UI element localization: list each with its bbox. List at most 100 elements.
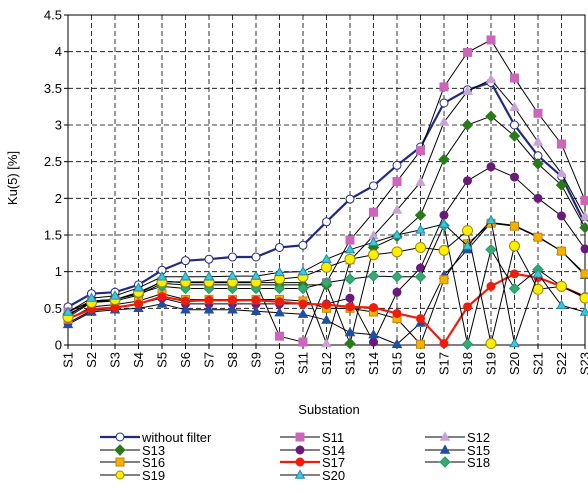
data-point bbox=[439, 339, 449, 349]
data-point bbox=[157, 292, 167, 302]
data-point bbox=[273, 282, 286, 295]
data-point bbox=[508, 130, 521, 142]
data-point bbox=[508, 282, 521, 295]
data-point bbox=[297, 308, 309, 318]
x-axis-label: Substation bbox=[298, 402, 359, 417]
data-point bbox=[204, 254, 214, 264]
legend-label: S20 bbox=[322, 468, 345, 483]
data-point bbox=[461, 338, 474, 350]
data-point bbox=[203, 304, 215, 314]
data-point bbox=[369, 181, 378, 191]
data-point bbox=[556, 167, 567, 178]
data-point bbox=[510, 269, 519, 279]
data-point bbox=[156, 271, 168, 281]
data-point bbox=[251, 252, 261, 262]
data-point bbox=[298, 240, 308, 250]
legend-entry: S13 bbox=[100, 443, 165, 458]
data-point bbox=[438, 218, 450, 228]
data-point bbox=[345, 302, 355, 312]
x-tick-label: S20 bbox=[507, 352, 522, 375]
data-point bbox=[579, 292, 588, 304]
data-point bbox=[275, 242, 284, 252]
data-point bbox=[392, 176, 402, 186]
x-tick-label: S22 bbox=[554, 352, 569, 375]
data-point bbox=[485, 73, 497, 84]
data-point bbox=[509, 337, 520, 348]
data-point bbox=[555, 179, 568, 191]
legend-entry: S12 bbox=[425, 430, 490, 445]
x-tick-label: S16 bbox=[413, 352, 428, 375]
data-point bbox=[416, 314, 425, 324]
series-s13 bbox=[62, 110, 588, 350]
legend-label: S11 bbox=[322, 430, 344, 445]
data-point bbox=[344, 244, 356, 254]
data-point bbox=[533, 108, 543, 118]
data-point bbox=[250, 305, 262, 315]
x-tick-label: S11 bbox=[296, 352, 311, 374]
data-point bbox=[297, 266, 309, 276]
data-point bbox=[321, 253, 332, 263]
legend-label: without filter bbox=[141, 430, 212, 445]
data-point bbox=[438, 244, 450, 256]
data-point bbox=[439, 210, 449, 220]
data-point bbox=[579, 306, 588, 316]
legend-label: S18 bbox=[467, 455, 490, 470]
data-point bbox=[580, 196, 588, 206]
data-point bbox=[556, 299, 567, 310]
legend-entry: without filter bbox=[100, 430, 212, 445]
data-point bbox=[180, 304, 191, 314]
data-point bbox=[251, 295, 261, 305]
legend-marker bbox=[115, 457, 125, 467]
legend-label: S13 bbox=[142, 443, 165, 458]
legend-entry: S14 bbox=[280, 443, 345, 458]
legend-entry: S15 bbox=[425, 443, 490, 458]
series-s19 bbox=[62, 225, 588, 350]
data-point bbox=[462, 225, 473, 237]
data-point bbox=[532, 136, 544, 146]
legend-label: S19 bbox=[142, 468, 165, 483]
data-point bbox=[439, 98, 449, 108]
legend-marker bbox=[114, 444, 126, 456]
legend-label: S12 bbox=[467, 430, 490, 445]
legend: without filter S11 S12 S13 S14 S15 S16 S17 S18 S1… bbox=[100, 430, 490, 483]
data-point bbox=[321, 314, 332, 324]
data-point bbox=[133, 282, 144, 292]
data-point bbox=[391, 229, 403, 239]
data-point bbox=[415, 241, 426, 253]
x-tick-label: S19 bbox=[484, 352, 499, 375]
data-point bbox=[392, 160, 402, 170]
legend-entry: S20 bbox=[280, 468, 345, 483]
data-point bbox=[344, 326, 356, 337]
y-tick-label: 1.5 bbox=[44, 228, 62, 243]
data-point bbox=[580, 244, 588, 254]
data-point bbox=[509, 101, 520, 112]
legend-marker bbox=[294, 469, 306, 479]
data-point bbox=[345, 293, 355, 303]
y-tick-label: 3 bbox=[55, 118, 62, 133]
data-point bbox=[344, 337, 356, 350]
x-tick-label: S9 bbox=[249, 352, 264, 368]
data-point bbox=[580, 269, 588, 279]
data-point bbox=[416, 146, 425, 156]
data-point bbox=[532, 268, 544, 278]
data-point bbox=[134, 299, 143, 309]
data-point bbox=[274, 266, 285, 277]
legend-marker bbox=[439, 431, 451, 441]
data-point bbox=[345, 194, 355, 204]
data-point bbox=[391, 204, 403, 214]
data-point bbox=[532, 158, 544, 170]
data-point bbox=[345, 235, 355, 245]
x-tick-label: S8 bbox=[225, 352, 240, 368]
data-point bbox=[322, 217, 331, 227]
data-point bbox=[156, 298, 168, 308]
legend-entry: S17 bbox=[280, 455, 345, 470]
data-point bbox=[416, 339, 425, 349]
x-tick-label: S7 bbox=[202, 352, 217, 368]
data-point bbox=[462, 85, 473, 95]
y-tick-label: 3.5 bbox=[44, 81, 62, 96]
data-point bbox=[368, 236, 379, 247]
data-point bbox=[62, 306, 74, 316]
data-point bbox=[485, 243, 497, 256]
legend-label: S17 bbox=[322, 455, 345, 470]
data-point bbox=[533, 232, 543, 242]
